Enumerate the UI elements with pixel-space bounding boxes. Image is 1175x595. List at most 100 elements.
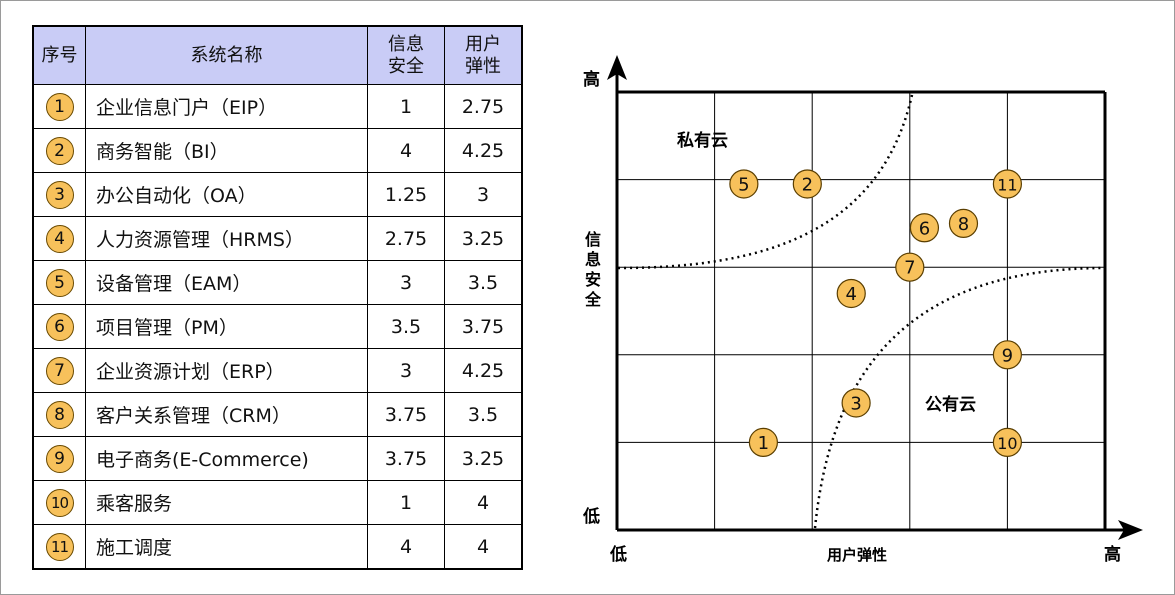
point-marker: [909, 213, 940, 243]
security-value: 4: [367, 524, 445, 570]
security-value: 1: [367, 84, 445, 129]
security-value: 3.75: [367, 436, 445, 481]
index-badge: 4: [45, 224, 74, 253]
row-index-cell: 2: [32, 128, 86, 173]
table-row: 3 办公自动化（OA） 1.25 3: [32, 172, 523, 217]
row-index-cell: 3: [32, 172, 86, 217]
index-badge: 6: [45, 312, 74, 341]
point-label: 4: [846, 284, 857, 305]
point-marker: [992, 169, 1023, 199]
x-axis-title: 用户弹性: [827, 546, 887, 564]
system-name: 项目管理（PM）: [85, 304, 368, 349]
point-marker: [748, 427, 779, 457]
point-label: 2: [802, 174, 813, 195]
y-axis-arrow-icon: [607, 55, 627, 80]
elasticity-value: 3.5: [444, 392, 523, 437]
point-label: 3: [850, 393, 861, 414]
y-axis-title-char: 息: [585, 250, 601, 269]
y-axis-title-char: 信: [585, 230, 601, 249]
row-index-cell: 11: [32, 524, 86, 570]
security-value: 4: [367, 128, 445, 173]
table-row: 4 人力资源管理（HRMS） 2.75 3.25: [32, 216, 523, 261]
point-marker: [948, 208, 979, 238]
header-security-line2: 安全: [388, 55, 424, 77]
table-row: 2 商务智能（BI） 4 4.25: [32, 128, 523, 173]
table-row: 10 乘客服务 1 4: [32, 480, 523, 525]
row-index-cell: 5: [32, 260, 86, 305]
elasticity-value: 4: [444, 524, 523, 570]
point-label: 11: [997, 175, 1017, 194]
table-row: 11 施工调度 4 4: [32, 524, 523, 570]
point-label: 6: [919, 218, 930, 239]
system-name: 施工调度: [85, 524, 368, 570]
header-index: 序号: [32, 25, 86, 85]
elasticity-value: 3: [444, 172, 523, 217]
point-label: 1: [758, 433, 769, 454]
index-badge: 10: [45, 488, 74, 517]
table-header-row: 序号 系统名称 信息 安全 用户 弹性: [32, 25, 523, 85]
point-marker: [992, 427, 1023, 457]
x-axis-arrow-icon: [1118, 520, 1143, 540]
point-label: 8: [958, 214, 969, 235]
index-badge: 2: [45, 136, 74, 165]
point-marker: [836, 278, 866, 309]
index-badge: 8: [45, 400, 74, 429]
index-badge: 5: [45, 268, 74, 297]
security-value: 1: [367, 480, 445, 525]
elasticity-value: 2.75: [444, 84, 523, 129]
row-index-cell: 1: [32, 84, 86, 129]
header-elasticity-line2: 弹性: [465, 55, 501, 77]
row-index-cell: 8: [32, 392, 86, 437]
system-name: 乘客服务: [85, 480, 368, 525]
row-index-cell: 9: [32, 436, 86, 481]
point-marker: [729, 169, 759, 199]
security-value: 2.75: [367, 216, 445, 261]
point-marker: [841, 388, 871, 418]
point-marker: [992, 340, 1023, 370]
public-cloud-label: 公有云: [925, 394, 976, 415]
row-index-cell: 10: [32, 480, 86, 525]
elasticity-value: 3.25: [444, 216, 523, 261]
table-row: 7 企业资源计划（ERP） 3 4.25: [32, 348, 523, 393]
private-cloud-boundary: [617, 94, 914, 270]
index-badge: 9: [45, 444, 74, 473]
x-axis-high-label: 高: [1104, 544, 1121, 565]
point-marker: [895, 252, 925, 282]
y-axis-title-char: 全: [584, 290, 602, 309]
public-cloud-boundary: [813, 266, 1106, 529]
y-axis-high-label: 高: [583, 69, 600, 90]
x-axis-low-label: 低: [609, 544, 627, 565]
elasticity-value: 4: [444, 480, 523, 525]
header-elasticity-line1: 用户: [465, 33, 501, 55]
index-badge: 1: [45, 92, 74, 121]
system-name: 商务智能（BI）: [85, 128, 368, 173]
security-value: 3: [367, 260, 445, 305]
system-name: 企业资源计划（ERP）: [85, 348, 368, 393]
table-row: 1 企业信息门户（EIP） 1 2.75: [32, 84, 523, 129]
private-cloud-label: 私有云: [677, 130, 728, 151]
elasticity-value: 4.25: [444, 128, 523, 173]
systems-table: 序号 系统名称 信息 安全 用户 弹性 1 企业信息门户（EIP） 1 2.75 2 商务…: [32, 25, 523, 570]
security-value: 3.5: [367, 304, 445, 349]
point-label: 9: [1002, 345, 1013, 366]
system-name: 企业信息门户（EIP）: [85, 84, 368, 129]
system-name: 办公自动化（OA）: [85, 172, 368, 217]
point-label: 5: [738, 174, 749, 195]
index-badge: 11: [45, 532, 74, 561]
point-label: 10: [997, 434, 1017, 453]
header-elasticity: 用户 弹性: [444, 25, 523, 85]
table-row: 5 设备管理（EAM） 3 3.5: [32, 260, 523, 305]
header-name: 系统名称: [85, 25, 368, 85]
y-axis-low-label: 低: [582, 506, 600, 527]
system-name: 设备管理（EAM）: [85, 260, 368, 305]
header-security-line1: 信息: [388, 33, 424, 55]
y-axis-title-char: 安: [585, 270, 601, 289]
table-row: 8 客户关系管理（CRM） 3.75 3.5: [32, 392, 523, 437]
index-badge: 7: [45, 356, 74, 385]
system-name: 电子商务(E-Commerce): [85, 436, 368, 481]
point-marker: [792, 169, 822, 199]
elasticity-value: 3.5: [444, 260, 523, 305]
point-label: 7: [904, 258, 915, 279]
index-badge: 3: [45, 180, 74, 209]
